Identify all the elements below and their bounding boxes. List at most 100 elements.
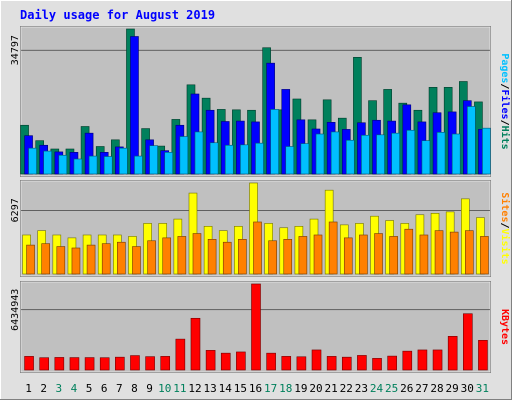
x-tick-day-17: 17 bbox=[264, 382, 277, 395]
bar-sites-day-5 bbox=[86, 244, 96, 275]
bar-sites-day-6 bbox=[101, 243, 111, 275]
bar-sites-day-23 bbox=[359, 234, 368, 275]
x-tick-day-7: 7 bbox=[116, 382, 123, 395]
legend-entry-visits-sites-2: Visits bbox=[499, 229, 511, 265]
bar-pages-day-2 bbox=[43, 150, 52, 175]
legend-hits-files-pages: Pages/Files/Hits bbox=[499, 53, 511, 149]
x-tick-day-30: 30 bbox=[461, 382, 474, 395]
x-tick-day-5: 5 bbox=[86, 382, 93, 395]
bar-sites-day-13 bbox=[207, 239, 217, 275]
bar-sites-day-17 bbox=[268, 240, 277, 275]
bar-pages-day-9 bbox=[149, 145, 158, 175]
bar-sites-day-16 bbox=[253, 221, 262, 275]
bar-sites-day-3 bbox=[56, 246, 66, 275]
x-tick-day-22: 22 bbox=[340, 382, 353, 395]
bar-pages-day-27 bbox=[421, 140, 431, 175]
bar-kbytes-day-5 bbox=[84, 357, 95, 371]
bar-kbytes-day-10 bbox=[160, 356, 171, 371]
bar-kbytes-day-31 bbox=[478, 340, 488, 371]
bar-kbytes-day-2 bbox=[39, 357, 49, 371]
bar-pages-day-1 bbox=[28, 147, 37, 175]
legend-entry-visits-sites-0: Sites bbox=[499, 192, 511, 222]
bar-pages-day-24 bbox=[376, 134, 385, 175]
bar-sites-day-31 bbox=[480, 236, 489, 275]
bar-pages-day-7 bbox=[119, 147, 128, 175]
bar-pages-day-20 bbox=[315, 133, 325, 175]
bar-pages-day-21 bbox=[330, 131, 340, 175]
bar-pages-day-8 bbox=[134, 155, 143, 175]
x-tick-day-16: 16 bbox=[249, 382, 262, 395]
bar-kbytes-day-27 bbox=[417, 349, 428, 371]
x-tick-day-29: 29 bbox=[446, 382, 459, 395]
bar-pages-day-26 bbox=[406, 129, 416, 175]
bar-kbytes-day-29 bbox=[447, 336, 458, 371]
bar-pages-day-31 bbox=[482, 127, 491, 175]
bar-kbytes-day-28 bbox=[432, 349, 443, 371]
bar-sites-day-29 bbox=[449, 231, 459, 275]
x-tick-day-19: 19 bbox=[294, 382, 307, 395]
legend-entry-visits-sites-1: / bbox=[499, 222, 510, 228]
bar-kbytes-day-15 bbox=[236, 351, 246, 371]
x-tick-day-2: 2 bbox=[40, 382, 47, 395]
chart-title: Daily usage for August 2019 bbox=[20, 8, 215, 22]
bar-pages-day-6 bbox=[103, 156, 113, 175]
y-max-label-kbytes: 6434943 bbox=[10, 289, 21, 331]
bar-pages-day-18 bbox=[285, 146, 295, 175]
x-tick-day-12: 12 bbox=[188, 382, 201, 395]
bar-kbytes-day-16 bbox=[251, 283, 261, 371]
x-tick-day-15: 15 bbox=[234, 382, 247, 395]
x-tick-day-24: 24 bbox=[370, 382, 384, 395]
bar-kbytes-day-13 bbox=[205, 350, 216, 371]
x-tick-day-4: 4 bbox=[71, 382, 78, 395]
x-tick-day-3: 3 bbox=[56, 382, 63, 395]
bar-kbytes-day-23 bbox=[357, 355, 367, 371]
x-tick-day-20: 20 bbox=[309, 382, 322, 395]
bar-pages-day-19 bbox=[300, 143, 310, 175]
bar-pages-day-25 bbox=[391, 132, 400, 175]
bar-sites-day-10 bbox=[162, 237, 172, 275]
x-tick-day-18: 18 bbox=[279, 382, 292, 395]
bar-sites-day-15 bbox=[238, 239, 247, 275]
bar-pages-day-12 bbox=[194, 131, 204, 175]
bar-kbytes-day-11 bbox=[175, 338, 186, 371]
bar-pages-day-11 bbox=[179, 136, 189, 175]
x-tick-day-23: 23 bbox=[355, 382, 368, 395]
x-tick-day-25: 25 bbox=[385, 382, 398, 395]
bar-pages-day-23 bbox=[361, 134, 370, 175]
x-tick-day-11: 11 bbox=[173, 382, 186, 395]
x-tick-day-14: 14 bbox=[219, 382, 233, 395]
bar-sites-day-9 bbox=[147, 240, 156, 275]
bar-sites-day-12 bbox=[192, 233, 202, 275]
legend-entry-hits-files-pages-2: Files bbox=[499, 89, 511, 119]
x-tick-day-1: 1 bbox=[25, 382, 32, 395]
bar-sites-day-30 bbox=[465, 230, 474, 275]
bar-kbytes-day-18 bbox=[281, 356, 292, 371]
bar-sites-day-18 bbox=[283, 239, 293, 275]
bar-sites-day-25 bbox=[389, 236, 398, 275]
bar-sites-day-26 bbox=[404, 228, 414, 275]
x-tick-day-28: 28 bbox=[430, 382, 443, 395]
legend-entry-hits-files-pages-4: Hits bbox=[499, 126, 511, 150]
panel-visits-sites: 6297 Sites/Visits bbox=[10, 180, 511, 277]
bar-sites-day-8 bbox=[132, 246, 141, 275]
bar-kbytes-day-9 bbox=[145, 356, 155, 371]
bar-pages-day-16 bbox=[255, 142, 264, 175]
bar-pages-day-22 bbox=[345, 139, 355, 175]
bar-kbytes-day-4 bbox=[69, 357, 80, 371]
bar-sites-day-7 bbox=[117, 241, 126, 275]
bar-pages-day-15 bbox=[240, 144, 249, 175]
x-tick-day-9: 9 bbox=[146, 382, 153, 395]
bar-sites-day-21 bbox=[328, 221, 338, 275]
bar-pages-day-28 bbox=[436, 132, 446, 175]
bar-kbytes-day-1 bbox=[24, 356, 34, 371]
bar-kbytes-day-17 bbox=[266, 352, 276, 371]
bar-sites-day-1 bbox=[26, 244, 35, 275]
bar-pages-day-30 bbox=[467, 106, 476, 175]
bar-sites-day-22 bbox=[343, 237, 353, 275]
x-tick-day-31: 31 bbox=[476, 382, 489, 395]
x-tick-day-6: 6 bbox=[101, 382, 108, 395]
bar-pages-day-3 bbox=[58, 154, 68, 175]
bar-kbytes-day-30 bbox=[463, 313, 473, 371]
